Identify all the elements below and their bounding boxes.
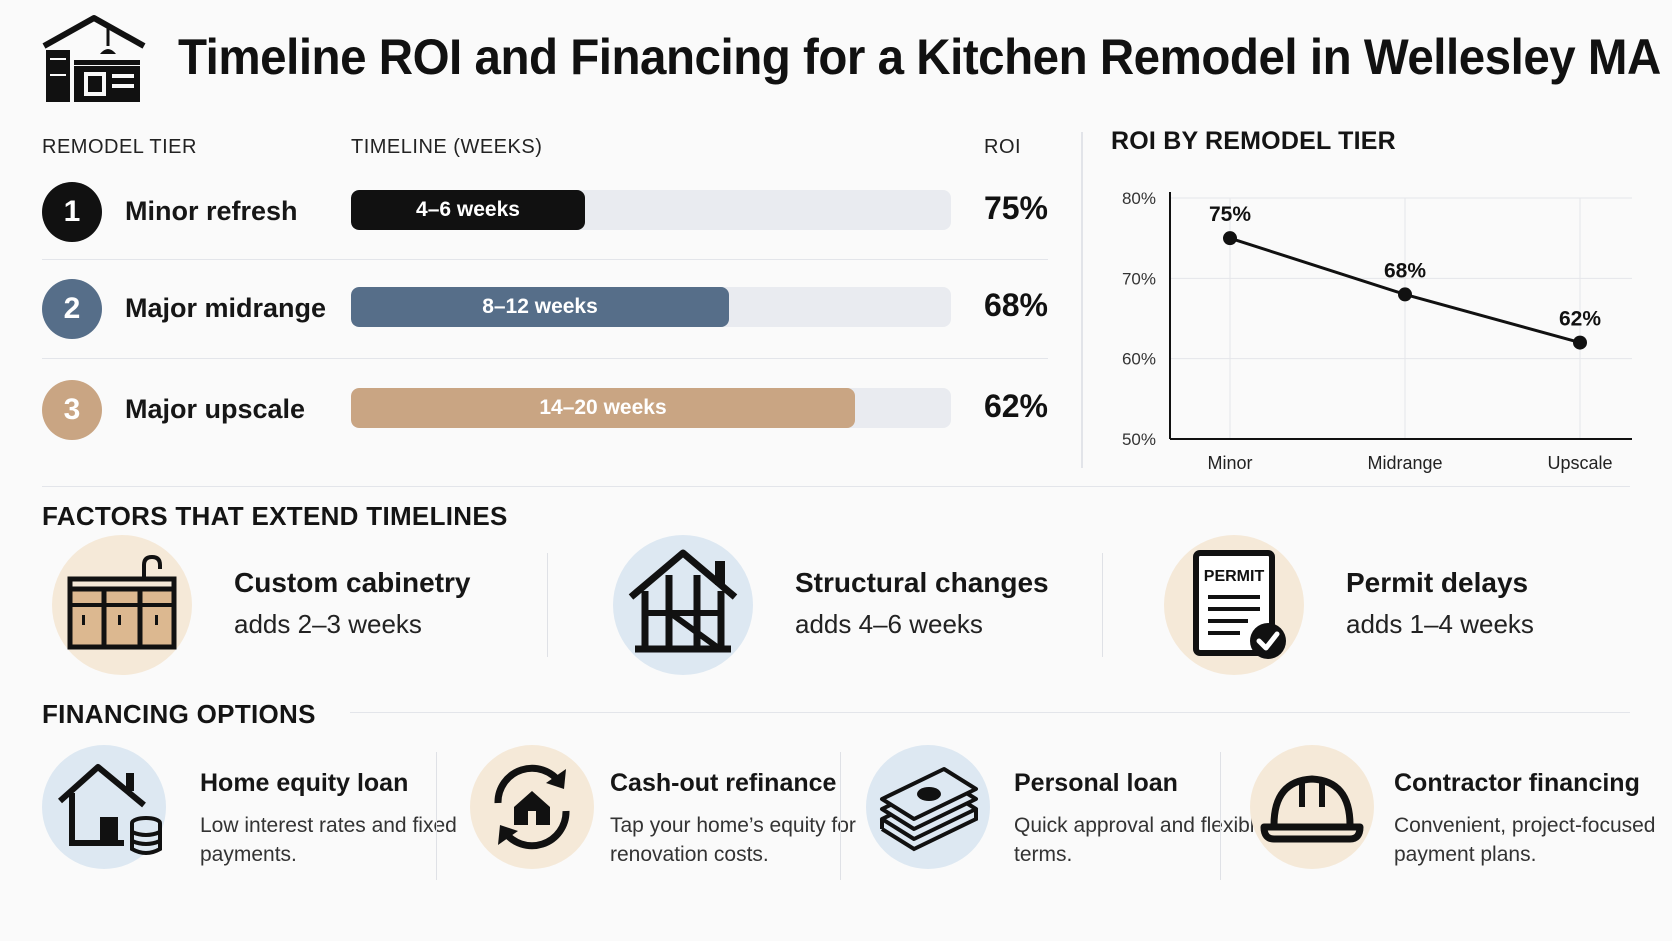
y-tick-label: 50% (1122, 430, 1156, 449)
row-divider (42, 358, 1048, 359)
x-tick-label: Midrange (1367, 453, 1442, 473)
data-point (1398, 287, 1412, 301)
data-point (1573, 336, 1587, 350)
y-tick-label: 80% (1122, 189, 1156, 208)
financing-description: Low interest rates and fixed payments. (200, 811, 470, 869)
roi-value: 68% (984, 287, 1048, 324)
cash-icon (866, 745, 990, 869)
factor-title: Structural changes (795, 567, 1049, 599)
vertical-divider (1081, 132, 1083, 468)
timeline-track: 14–20 weeks (351, 388, 951, 428)
column-header-tier: REMODEL TIER (42, 136, 197, 159)
hard-hat-icon (1250, 745, 1374, 869)
financing-title: Cash-out refinance (610, 769, 836, 798)
section-divider (350, 712, 1630, 713)
x-tick-label: Minor (1207, 453, 1252, 473)
financing-title: Home equity loan (200, 769, 408, 798)
permit-label: PERMIT (1204, 568, 1265, 585)
factor-title: Custom cabinetry (234, 567, 471, 599)
tier-number-badge: 3 (42, 380, 102, 440)
roi-value: 75% (984, 190, 1048, 227)
tier-row-minor: 1 Minor refresh 4–6 weeks 75% (42, 182, 1048, 278)
tier-row-midrange: 2 Major midrange 8–12 weeks 68% (42, 279, 1048, 375)
financing-description: Convenient, project-focused payment plan… (1394, 811, 1664, 869)
factor-title: Permit delays (1346, 567, 1528, 599)
financing-title: Personal loan (1014, 769, 1178, 798)
house-coins-icon (42, 745, 166, 869)
refinance-icon (470, 745, 594, 869)
timeline-track: 4–6 weeks (351, 190, 951, 230)
factor-description: adds 1–4 weeks (1346, 609, 1534, 640)
section-divider (42, 486, 1630, 487)
cabinet-icon (52, 535, 192, 675)
column-separator (547, 553, 548, 657)
roi-line-chart: 50% 60% 70% 80% 75% Minor 68% Midrange 62% Upscal… (1100, 178, 1640, 478)
data-label: 68% (1384, 259, 1426, 282)
column-header-roi: ROI (984, 136, 1021, 159)
roi-value: 62% (984, 388, 1048, 425)
column-header-timeline: TIMELINE (WEEKS) (351, 136, 542, 159)
factor-description: adds 2–3 weeks (234, 609, 422, 640)
x-tick-label: Upscale (1547, 453, 1612, 473)
tier-row-upscale: 3 Major upscale 14–20 weeks 62% (42, 380, 1048, 476)
page-title: Timeline ROI and Financing for a Kitchen… (178, 28, 1661, 86)
tier-number-badge: 1 (42, 182, 102, 242)
y-tick-label: 70% (1122, 269, 1156, 288)
column-separator (1102, 553, 1103, 657)
y-tick-label: 60% (1122, 350, 1156, 369)
timeline-track: 8–12 weeks (351, 287, 951, 327)
timeline-bar: 14–20 weeks (351, 388, 855, 428)
column-separator (1220, 752, 1221, 880)
tier-name: Minor refresh (125, 196, 298, 227)
financing-section-title: FINANCING OPTIONS (42, 699, 316, 730)
financing-title: Contractor financing (1394, 769, 1640, 798)
factors-section-title: FACTORS THAT EXTEND TIMELINES (42, 501, 508, 532)
data-point (1223, 231, 1237, 245)
timeline-bar: 8–12 weeks (351, 287, 729, 327)
data-label: 75% (1209, 203, 1251, 226)
timeline-bar: 4–6 weeks (351, 190, 585, 230)
house-frame-icon (613, 535, 753, 675)
permit-icon: PERMIT (1164, 535, 1304, 675)
column-separator (436, 752, 437, 880)
financing-description: Quick approval and flexible terms. (1014, 811, 1284, 869)
tier-name: Major upscale (125, 394, 305, 425)
kitchen-icon (40, 14, 148, 106)
tier-name: Major midrange (125, 293, 326, 324)
data-label: 62% (1559, 308, 1601, 331)
factor-description: adds 4–6 weeks (795, 609, 983, 640)
chart-title: ROI BY REMODEL TIER (1111, 127, 1396, 156)
row-divider (42, 259, 1048, 260)
column-separator (840, 752, 841, 880)
tier-number-badge: 2 (42, 279, 102, 339)
